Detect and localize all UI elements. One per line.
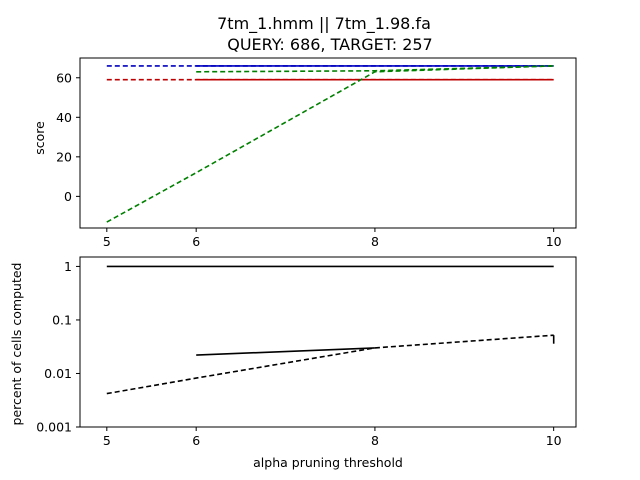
top-axes-frame [79, 57, 577, 229]
chart-title-line2: QUERY: 686, TARGET: 257 [227, 35, 432, 54]
bottom-series-line-1 [196, 347, 375, 356]
top-x-tick-label: 5 [103, 234, 111, 249]
top-y-tick-label: 40 [56, 110, 72, 125]
bottom-y-tick-label: 0.001 [36, 420, 72, 435]
y-axis-label-top: score [32, 121, 47, 155]
bottom-y-tick-label: 1 [64, 259, 72, 274]
top-x-tick-label: 10 [546, 234, 562, 249]
top-y-tick-label: 20 [56, 149, 72, 164]
chart-title-line1: 7tm_1.hmm || 7tm_1.98.fa [217, 14, 431, 34]
bottom-axes-frame [79, 256, 577, 428]
bottom-x-tick-label: 6 [192, 433, 200, 448]
bottom-x-tick-label: 10 [546, 433, 562, 448]
top-x-tick-label: 6 [192, 234, 200, 249]
bottom-plot-percent-cells: 5 6 8 10 0.001 0.01 0.1 1 [36, 256, 577, 448]
bottom-y-tick-label: 0.01 [44, 366, 72, 381]
top-x-tick-label: 8 [371, 234, 379, 249]
bottom-x-tick-label: 5 [103, 433, 111, 448]
top-y-tick-label: 60 [56, 70, 72, 85]
bottom-y-tick-label: 0.1 [52, 312, 72, 327]
top-y-tick-label: 0 [64, 189, 72, 204]
top-plot-score: 5 6 8 10 0 20 40 60 [56, 57, 577, 249]
top-series-line-5 [196, 65, 554, 73]
bottom-x-tick-label: 8 [371, 433, 379, 448]
bottom-series-line-2 [106, 334, 554, 395]
y-axis-label-bottom: percent of cells computed [9, 263, 24, 426]
x-axis-label: alpha pruning threshold [253, 455, 403, 470]
